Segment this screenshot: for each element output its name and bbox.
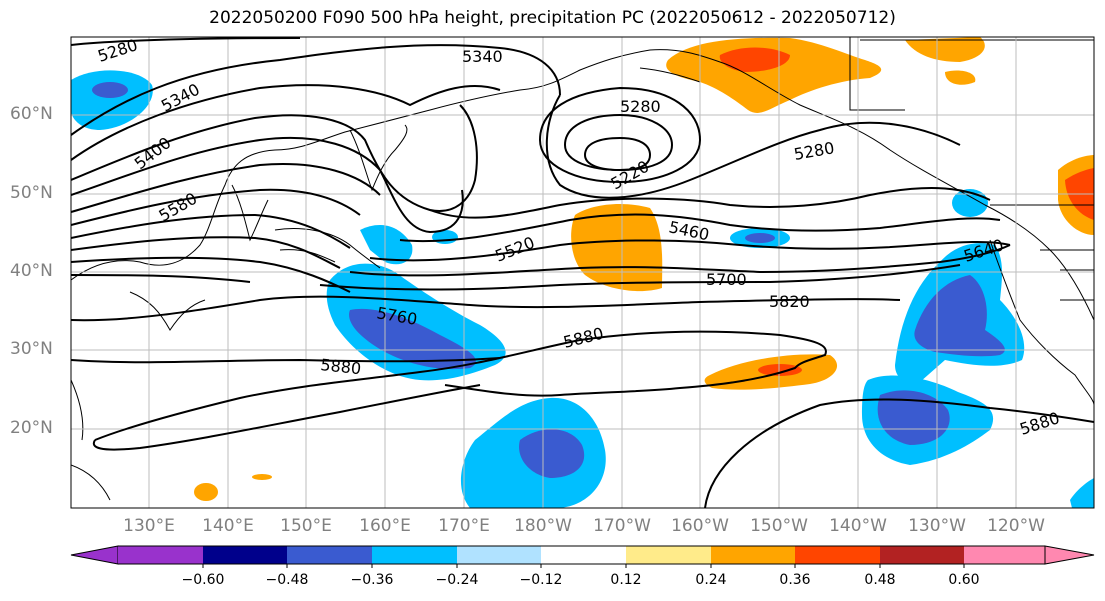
colorbar-bin xyxy=(118,546,203,564)
coastlines xyxy=(71,37,1094,501)
colorbar-tick-label: 0.48 xyxy=(864,572,896,588)
contour-label: 5280 xyxy=(620,97,661,116)
lon-label: 160°W xyxy=(671,516,729,536)
lat-label: 60°N xyxy=(10,104,53,124)
colorbar-low-arrow xyxy=(70,545,119,565)
lon-label: 130°W xyxy=(908,516,966,536)
colorbar-tick-label: −0.12 xyxy=(519,572,563,588)
contour-label: 5340 xyxy=(462,47,503,66)
lon-label: 140°W xyxy=(829,516,887,536)
contour-label: 5880 xyxy=(320,355,362,378)
colorbar-tick-label: 0.60 xyxy=(948,572,980,588)
colorbar-bin xyxy=(711,546,795,564)
colorbar-bin xyxy=(287,546,372,564)
colorbar-bin xyxy=(372,546,457,564)
lat-label: 40°N xyxy=(10,261,53,281)
lon-label: 120°W xyxy=(987,516,1045,536)
colorbar-bin xyxy=(541,546,626,564)
lon-label: 150°W xyxy=(750,516,808,536)
colorbar-tick-label: −0.48 xyxy=(265,572,309,588)
colorbar-tick-label: −0.36 xyxy=(350,572,394,588)
contour-label: 5700 xyxy=(706,270,747,289)
lon-label: 160°E xyxy=(359,516,411,536)
lat-label: 30°N xyxy=(10,339,53,359)
contour-label: 5820 xyxy=(769,292,810,311)
colorbar-bin xyxy=(203,546,287,564)
lon-label: 150°E xyxy=(280,516,332,536)
colorbar-bin xyxy=(626,546,711,564)
precip-shading xyxy=(71,37,1094,508)
lat-label: 20°N xyxy=(10,418,53,438)
lat-label: 50°N xyxy=(10,183,53,203)
contour-label: 5280 xyxy=(792,138,835,164)
colorbar-bin xyxy=(457,546,541,564)
lon-label: 140°E xyxy=(202,516,254,536)
colorbar xyxy=(70,545,1095,568)
map-frame xyxy=(70,36,1095,509)
colorbar-bin xyxy=(795,546,880,564)
colorbar-bin xyxy=(964,546,1045,564)
colorbar-tick-label: 0.24 xyxy=(695,572,727,588)
colorbar-bin xyxy=(880,546,964,564)
colorbar-high-arrow xyxy=(1044,545,1095,565)
contour-label: 5280 xyxy=(95,35,140,66)
colorbar-tick-label: 0.12 xyxy=(610,572,642,588)
colorbar-tick-label: 0.36 xyxy=(779,572,811,588)
map-plot-area: 5280 5340 5400 5580 5340 5280 5280 5220 … xyxy=(71,35,1094,508)
lon-label: 130°E xyxy=(123,516,175,536)
lon-label: 170°E xyxy=(438,516,490,536)
map-title: 2022050200 F090 500 hPa height, precipit… xyxy=(209,8,896,28)
contour-label: 5220 xyxy=(608,157,653,194)
contour-label: 5520 xyxy=(492,233,537,266)
colorbar-tick-label: −0.24 xyxy=(435,572,479,588)
lon-label: 170°W xyxy=(593,516,651,536)
lon-label: 180°W xyxy=(514,516,572,536)
height-contours xyxy=(71,37,1094,508)
colorbar-tick-label: −0.60 xyxy=(181,572,225,588)
contour-label: 5880 xyxy=(561,324,605,352)
